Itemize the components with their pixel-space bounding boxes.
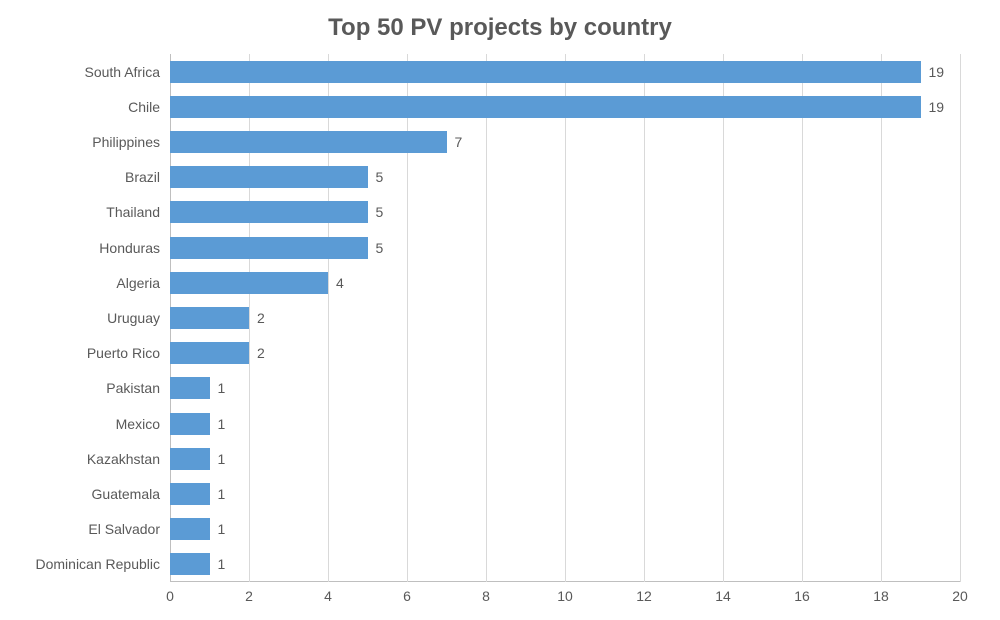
bar xyxy=(170,342,249,364)
bar-row: 5Brazil xyxy=(170,166,368,188)
bar xyxy=(170,166,368,188)
bar-value-label: 1 xyxy=(210,451,226,467)
bar-row: 1Kazakhstan xyxy=(170,448,210,470)
bar xyxy=(170,483,210,505)
x-tick-label: 10 xyxy=(557,588,573,604)
y-category-label: Brazil xyxy=(125,169,170,185)
bar xyxy=(170,237,368,259)
y-category-label: Thailand xyxy=(106,204,170,220)
bar xyxy=(170,307,249,329)
bar-row: 7Philippines xyxy=(170,131,447,153)
y-category-label: Kazakhstan xyxy=(87,451,170,467)
gridline xyxy=(565,54,566,582)
bar-value-label: 5 xyxy=(368,169,384,185)
y-category-label: Uruguay xyxy=(107,310,170,326)
bar-row: 1Mexico xyxy=(170,413,210,435)
y-category-label: Honduras xyxy=(99,240,170,256)
x-tick-label: 4 xyxy=(324,588,332,604)
bar-row: 2Uruguay xyxy=(170,307,249,329)
bar xyxy=(170,553,210,575)
chart-title: Top 50 PV projects by country xyxy=(0,14,1000,42)
y-category-label: El Salvador xyxy=(88,521,170,537)
bar-value-label: 5 xyxy=(368,204,384,220)
bar-value-label: 19 xyxy=(921,64,945,80)
bar-row: 19South Africa xyxy=(170,61,921,83)
gridline xyxy=(723,54,724,582)
bar-value-label: 19 xyxy=(921,99,945,115)
gridline xyxy=(881,54,882,582)
y-category-label: Puerto Rico xyxy=(87,345,170,361)
bar-row: 4Algeria xyxy=(170,272,328,294)
gridline xyxy=(960,54,961,582)
bar-value-label: 1 xyxy=(210,556,226,572)
x-tick-label: 8 xyxy=(482,588,490,604)
y-category-label: South Africa xyxy=(85,64,171,80)
bar-value-label: 7 xyxy=(447,134,463,150)
bar-value-label: 1 xyxy=(210,486,226,502)
x-tick-label: 18 xyxy=(873,588,889,604)
y-category-label: Algeria xyxy=(116,275,170,291)
x-tick-label: 6 xyxy=(403,588,411,604)
bar-row: 1Dominican Republic xyxy=(170,553,210,575)
bar-row: 2Puerto Rico xyxy=(170,342,249,364)
bar-value-label: 2 xyxy=(249,310,265,326)
bar xyxy=(170,131,447,153)
y-category-label: Dominican Republic xyxy=(35,556,170,572)
x-tick-label: 14 xyxy=(715,588,731,604)
bar-value-label: 2 xyxy=(249,345,265,361)
gridline xyxy=(644,54,645,582)
bar xyxy=(170,448,210,470)
chart-container: Top 50 PV projects by country 0246810121… xyxy=(0,0,1000,620)
x-tick-label: 20 xyxy=(952,588,968,604)
y-category-label: Philippines xyxy=(92,134,170,150)
bar-row: 1El Salvador xyxy=(170,518,210,540)
bar-row: 19Chile xyxy=(170,96,921,118)
x-tick-label: 12 xyxy=(636,588,652,604)
bar-value-label: 5 xyxy=(368,240,384,256)
bar-row: 1Pakistan xyxy=(170,377,210,399)
gridline xyxy=(802,54,803,582)
bar-value-label: 4 xyxy=(328,275,344,291)
bar xyxy=(170,61,921,83)
y-category-label: Mexico xyxy=(116,416,170,432)
x-tick-label: 0 xyxy=(166,588,174,604)
bar xyxy=(170,201,368,223)
y-category-label: Pakistan xyxy=(106,380,170,396)
y-category-label: Guatemala xyxy=(92,486,170,502)
bar-row: 5Thailand xyxy=(170,201,368,223)
gridline xyxy=(486,54,487,582)
bar-value-label: 1 xyxy=(210,380,226,396)
bar xyxy=(170,96,921,118)
bar-value-label: 1 xyxy=(210,521,226,537)
bar-row: 5Honduras xyxy=(170,237,368,259)
bar-value-label: 1 xyxy=(210,416,226,432)
plot-area: 0246810121416182019South Africa19Chile7P… xyxy=(170,54,960,582)
x-tick-label: 16 xyxy=(794,588,810,604)
bar xyxy=(170,377,210,399)
bar-row: 1Guatemala xyxy=(170,483,210,505)
y-category-label: Chile xyxy=(128,99,170,115)
bar xyxy=(170,272,328,294)
x-tick-label: 2 xyxy=(245,588,253,604)
bar xyxy=(170,413,210,435)
bar xyxy=(170,518,210,540)
